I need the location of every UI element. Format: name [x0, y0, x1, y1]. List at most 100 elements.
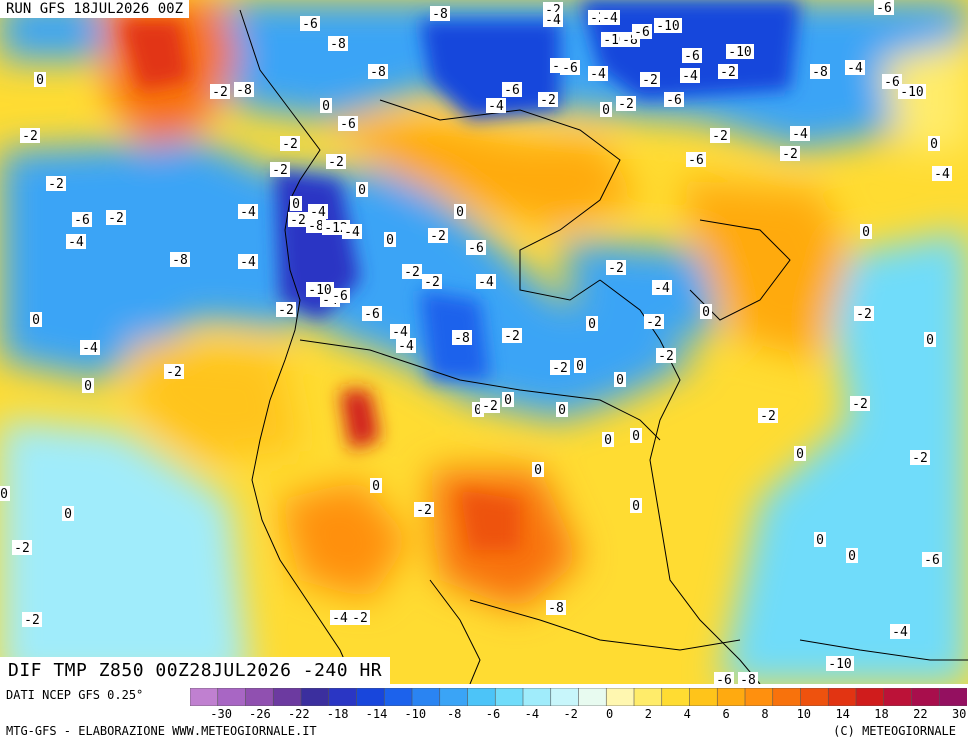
contour-label: 0: [816, 533, 824, 548]
contour-label-bg: [452, 330, 472, 345]
contour-label-bg: [320, 98, 332, 113]
color-scale-swatch: [356, 688, 386, 706]
contour-label: -8: [236, 83, 252, 98]
contour-label-bg: [932, 166, 952, 181]
contour-label: 0: [0, 487, 8, 502]
contour-label-bg: [308, 204, 328, 219]
contour-label: -10: [900, 85, 923, 100]
color-scale-swatch: [772, 688, 802, 706]
contour-label: -2: [328, 155, 344, 170]
contour-label: -2: [212, 85, 228, 100]
contour-label-bg: [210, 84, 230, 99]
contour-label: -2: [416, 503, 432, 518]
contour-label: -4: [392, 325, 408, 340]
contour-label-bg: [854, 306, 874, 321]
contour-label-bg: [543, 12, 563, 27]
color-scale-tick-label: -8: [446, 707, 462, 721]
contour-label: -8: [370, 65, 386, 80]
contour-label: -2: [290, 213, 306, 228]
contour-label-bg: [356, 182, 368, 197]
contour-label: 0: [702, 305, 710, 320]
contour-label: -2: [504, 329, 520, 344]
coastlines: [239, 9, 968, 684]
contour-label: 0: [848, 549, 856, 564]
color-scale-tick-label: 22: [913, 707, 928, 721]
color-scale-swatch: [217, 688, 247, 706]
contour-label: 0: [930, 137, 938, 152]
contour-label: -10: [656, 19, 679, 34]
contour-label-bg: [80, 340, 100, 355]
contour-label-bg: [632, 24, 652, 39]
contour-label-bg: [814, 532, 826, 547]
contour-label-bg: [20, 128, 40, 143]
color-scale-swatch: [827, 688, 857, 706]
color-scale-tick-label: -26: [249, 707, 271, 721]
contour-label: -6: [340, 117, 356, 132]
contour-label: 0: [534, 463, 542, 478]
contour-label-bg: [276, 302, 296, 317]
contour-label: -2: [22, 129, 38, 144]
contour-label: -4: [68, 235, 84, 250]
contour-label: -2: [272, 163, 288, 178]
color-scale-swatch: [633, 688, 663, 706]
contour-label-bg: [306, 218, 326, 233]
contour-label-bg: [414, 502, 434, 517]
contour-label: -4: [892, 625, 908, 640]
color-scale-swatch: [522, 688, 552, 706]
contour-label-bg: [454, 204, 466, 219]
contour-label-bg: [466, 240, 486, 255]
contour-label: -4: [398, 339, 414, 354]
contour-label: -8: [172, 253, 188, 268]
color-scale-tick-label: -10: [404, 707, 427, 721]
map-title: DIF TMP Z850 00Z28JUL2026 -240 HR: [0, 657, 391, 684]
contour-label: -2: [646, 315, 662, 330]
contour-label: -8: [548, 601, 564, 616]
contour-label-bg: [270, 162, 290, 177]
contour-label-bg: [630, 428, 642, 443]
contour-label-bg: [686, 152, 706, 167]
contour-label: -4: [847, 61, 863, 76]
color-scale-tick-label: -30: [210, 707, 232, 721]
contour-label: 0: [862, 225, 870, 240]
contour-label: 0: [64, 507, 72, 522]
contour-label-bg: [780, 146, 800, 161]
contour-label-bg: [616, 96, 636, 111]
color-scale-tick-label: 0: [605, 707, 614, 721]
contour-label: -8: [432, 7, 448, 22]
contour-label-bg: [546, 600, 566, 615]
contour-label-bg: [924, 332, 936, 347]
footer: DATI NCEP GFS 0.25° -30 -26 -22 -18 -14 -10 -8…: [0, 684, 968, 745]
contour-label: 0: [588, 317, 596, 332]
contour-label-bg: [486, 98, 506, 113]
contour-label: -2: [856, 307, 872, 322]
contour-label: -4: [332, 611, 348, 626]
contour-label-bg: [602, 432, 614, 447]
contour-label-bg: [72, 212, 92, 227]
contour-label-bg: [428, 228, 448, 243]
color-scale-swatch: [467, 688, 497, 706]
color-scale-ticks: -30 -26 -22 -18 -14 -10 -8 -6 -4 -2 0 2 4 6 8 10 14 18 22 3…: [190, 707, 967, 723]
credit-text: MTG-GFS - ELABORAZIONE WWW.METEOGIORNALE…: [6, 724, 317, 738]
contour-label: -2: [482, 399, 498, 414]
contour-label-bg: [34, 72, 46, 87]
contour-label: -4: [590, 67, 606, 82]
color-scale-tick-label: -2: [563, 707, 578, 721]
contour-label-bg: [700, 304, 712, 319]
contour-label-bg: [280, 136, 300, 151]
contour-label-bg: [882, 74, 902, 89]
color-scale-tick-label: -4: [524, 707, 540, 721]
contour-label: -2: [24, 613, 40, 628]
color-scale-tick-label: -6: [485, 707, 501, 721]
contour-label: -6: [468, 241, 484, 256]
contour-label: 0: [372, 479, 380, 494]
contour-label: -4: [602, 11, 618, 26]
contour-label-bg: [66, 234, 86, 249]
contour-label-bg: [898, 84, 926, 99]
contour-label: -4: [344, 225, 360, 240]
contour-label: 0: [32, 313, 40, 328]
contour-label: 0: [558, 403, 566, 418]
contour-label: -6: [562, 61, 578, 76]
contour-label: -6: [924, 553, 940, 568]
contour-label: -6: [876, 1, 892, 16]
